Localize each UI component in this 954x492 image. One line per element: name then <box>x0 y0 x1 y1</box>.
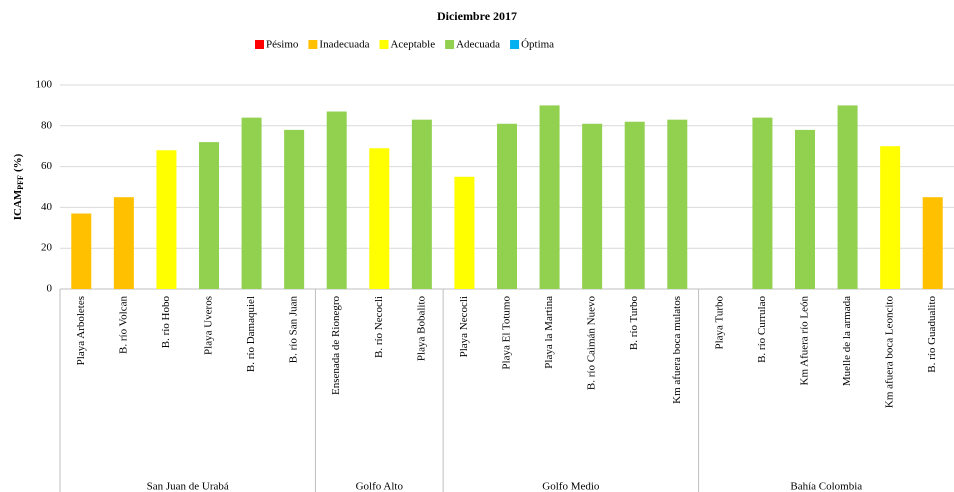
x-tick-label: B. río Currulao <box>756 296 768 363</box>
bar <box>454 176 475 289</box>
x-tick-label: Playa Turbo <box>713 296 725 350</box>
legend-swatch <box>445 40 455 49</box>
bar <box>880 146 901 289</box>
bar <box>156 150 177 289</box>
x-tick-label: Km afuera boca Leoncito <box>884 296 896 409</box>
x-tick-label: B. río Hobo <box>160 296 172 349</box>
bar <box>241 117 262 289</box>
x-tick-label: B. río Necocli <box>373 296 385 358</box>
x-tick-label: Playa Bobalito <box>415 296 427 362</box>
bar <box>582 123 603 289</box>
y-tick-label: 60 <box>41 160 53 172</box>
y-axis-label: ICAMPFF (%) <box>12 153 25 220</box>
y-tick-label: 40 <box>41 201 53 213</box>
y-label-main: ICAM <box>12 189 24 220</box>
x-tick-label: Km afuera boca mulatos <box>671 296 683 404</box>
bar <box>922 197 943 289</box>
y-label-sub: PFF <box>16 175 25 190</box>
x-tick-label: Playa la Martina <box>543 296 555 369</box>
x-tick-label: B. río Caimán Nuevo <box>586 296 598 391</box>
x-tick-label: B. río Guadualito <box>926 296 938 373</box>
legend-swatch <box>255 40 264 49</box>
y-tick-label: 20 <box>41 242 53 254</box>
legend-label: Pésimo <box>266 39 299 51</box>
bar <box>71 213 92 289</box>
bar <box>326 111 347 290</box>
x-tick-label: Ensenada de Rionegro <box>330 296 342 395</box>
bar <box>113 197 134 289</box>
bar <box>199 142 219 289</box>
bar <box>837 105 858 290</box>
x-tick-label: Km Afuera río León <box>799 296 811 386</box>
x-tick-label: B. río San Juan <box>288 296 300 364</box>
y-tick-label: 80 <box>41 119 53 131</box>
x-tick-label: B. río Damaquiel <box>245 296 257 372</box>
bar <box>369 148 390 289</box>
x-tick-label: B. río Turbo <box>628 296 640 351</box>
x-tick-label: Playa Necocli <box>458 296 470 357</box>
group-label: San Juan de Urabá <box>147 481 229 492</box>
x-tick-label: Playa Arboletes <box>75 296 87 365</box>
x-tick-label: Muelle de la armada <box>841 296 853 386</box>
legend-label: Inadecuada <box>319 39 369 51</box>
bar <box>795 129 815 289</box>
legend-swatch <box>379 40 389 49</box>
x-tick-label: B. río Volcan <box>117 296 129 354</box>
group-label: Bahía Colombia <box>790 481 862 492</box>
bar <box>667 119 688 290</box>
y-tick-label: 100 <box>36 79 53 91</box>
bar <box>624 121 645 289</box>
bar <box>752 117 773 289</box>
legend-label: Adecuada <box>456 39 500 51</box>
bar <box>284 129 305 289</box>
group-label: Golfo Medio <box>542 481 600 492</box>
bar <box>497 123 517 289</box>
bar <box>539 105 560 290</box>
legend-swatch <box>308 40 318 49</box>
y-tick-label: 0 <box>47 283 53 295</box>
chart-title: Diciembre 2017 <box>437 9 517 23</box>
x-tick-label: Playa Uveros <box>203 296 215 355</box>
x-tick-label: Playa El Totumo <box>501 296 513 370</box>
group-label: Golfo Alto <box>356 481 404 492</box>
legend-label: Aceptable <box>390 39 435 51</box>
legend-swatch <box>510 40 520 49</box>
legend-label: Óptima <box>521 39 554 51</box>
y-label-unit: (%) <box>12 153 24 172</box>
bar <box>411 119 432 290</box>
